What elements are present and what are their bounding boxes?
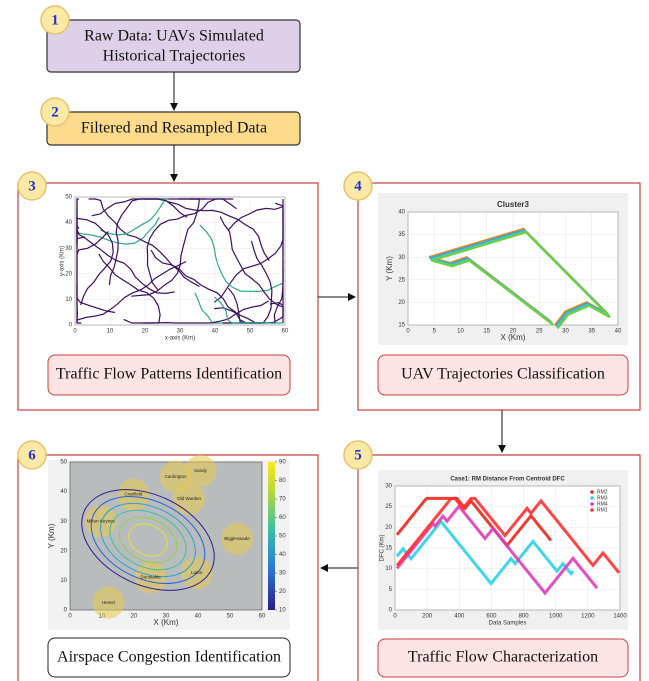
y-tick-label: 50 (65, 195, 72, 201)
y-tick-label: 15 (398, 323, 405, 329)
step-number: 2 (51, 104, 59, 120)
y-tick-label: 40 (65, 220, 72, 226)
y-tick-label: 50 (60, 460, 67, 466)
colorbar-label: 10 (279, 608, 286, 614)
y-tick-label: 30 (385, 484, 392, 490)
y-tick-label: 25 (385, 504, 392, 510)
x-tick-label: 10 (457, 329, 464, 335)
x-tick-label: 50 (227, 614, 234, 620)
y-tick-label: 20 (65, 271, 72, 277)
step-label: Airspace Congestion Identification (57, 649, 281, 666)
place-label: Cardington (165, 474, 188, 479)
place-label: Cranfield (124, 492, 143, 497)
legend-marker (590, 508, 594, 512)
y-tick-label: 35 (398, 232, 405, 238)
step-label: Historical Trajectories (103, 48, 246, 65)
x-axis-label: Data Samples (489, 621, 527, 627)
step-label: Filtered and Resampled Data (81, 120, 267, 137)
step-number: 5 (354, 447, 362, 463)
colorbar-label: 30 (279, 571, 286, 577)
y-tick-label: 20 (385, 525, 392, 531)
x-tick-label: 1200 (581, 614, 595, 620)
place-label: Dunstable (141, 575, 162, 580)
step-number: 6 (28, 447, 36, 463)
step-label: Traffic Flow Characterization (408, 649, 598, 666)
y-tick-label: 15 (385, 546, 392, 552)
y-tick-label: 40 (60, 489, 67, 495)
x-tick-label: 200 (422, 614, 433, 620)
place-label: Milton Keynes (87, 518, 116, 523)
x-axis-label: X (Km) (154, 618, 179, 627)
place-label: Hemel (102, 600, 115, 605)
x-tick-label: 25 (536, 329, 543, 335)
y-tick-label: 20 (60, 548, 67, 554)
x-tick-label: 1400 (613, 614, 627, 620)
colorbar-label: 50 (279, 534, 286, 540)
y-tick-label: 30 (398, 255, 405, 261)
x-tick-label: 1000 (549, 614, 563, 620)
legend-marker (590, 496, 594, 500)
x-axis-label: X (Km) (501, 333, 526, 342)
colorbar-label: 70 (279, 497, 286, 503)
x-tick-label: 50 (247, 329, 254, 335)
x-tick-label: 800 (519, 614, 530, 620)
x-tick-label: 15 (483, 329, 490, 335)
place-label: Old Warden (177, 496, 201, 501)
x-tick-label: 40 (212, 329, 219, 335)
plot-title: Case1: RM Distance From Centroid DFC (450, 477, 565, 483)
legend-marker (590, 502, 594, 506)
place-label: Sandy (194, 468, 208, 473)
step-label: Traffic Flow Patterns Identification (56, 366, 282, 383)
workflow-diagram: Raw Data: UAVs Simulated Historical Traj… (0, 0, 649, 681)
x-tick-label: 40 (615, 329, 622, 335)
colorbar-label: 90 (279, 460, 286, 466)
y-tick-label: 30 (65, 246, 72, 252)
y-axis-label: DFC (Km) (380, 535, 386, 562)
plot-title: Cluster3 (497, 200, 530, 209)
x-tick-label: 10 (107, 329, 114, 335)
x-tick-label: 30 (177, 329, 184, 335)
step-label: Raw Data: UAVs Simulated (84, 28, 264, 45)
colorbar-label: 20 (279, 589, 286, 595)
place-label: Biggleswade (224, 536, 250, 541)
place-label: Luton (191, 570, 203, 575)
legend-marker (590, 490, 594, 494)
y-tick-label: 40 (398, 210, 405, 216)
x-axis-label: x-axis (Km) (165, 336, 195, 342)
x-tick-label: 400 (454, 614, 465, 620)
step-number: 4 (354, 178, 362, 194)
colorbar-label: 40 (279, 552, 286, 558)
y-tick-label: 25 (398, 277, 405, 283)
y-tick-label: 30 (60, 519, 67, 525)
x-tick-label: 600 (486, 614, 497, 620)
step-number: 1 (51, 12, 59, 28)
y-tick-label: 20 (398, 300, 405, 306)
x-tick-label: 20 (142, 329, 149, 335)
x-tick-label: 40 (195, 614, 202, 620)
y-axis-label: y-axis (Km) (60, 246, 66, 276)
colorbar-label: 60 (279, 515, 286, 521)
step-number: 3 (28, 178, 36, 194)
y-axis-label: Y (Km) (47, 523, 56, 548)
colorbar (268, 462, 275, 610)
x-tick-label: 30 (562, 329, 569, 335)
step-label: UAV Trajectories Classification (401, 366, 605, 383)
colorbar-label: 80 (279, 478, 286, 484)
y-axis-label: Y (Km) (385, 256, 394, 281)
y-tick-label: 10 (65, 297, 72, 303)
y-tick-label: 10 (60, 578, 67, 584)
x-tick-label: 60 (259, 614, 266, 620)
x-tick-label: 20 (131, 614, 138, 620)
legend-label: RM1 (597, 507, 608, 513)
x-tick-label: 35 (588, 329, 595, 335)
y-tick-label: 10 (385, 566, 392, 572)
x-tick-label: 60 (282, 329, 289, 335)
